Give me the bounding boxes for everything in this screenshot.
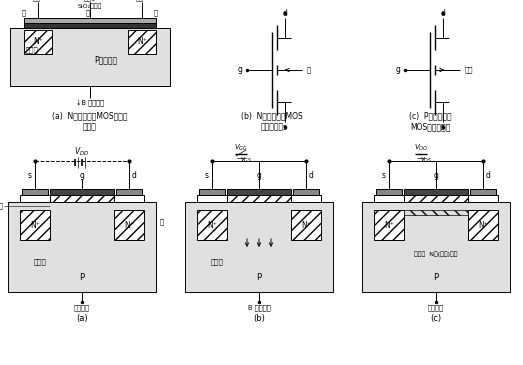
Text: (b)  N沟道增强型MOS: (b) N沟道增强型MOS — [241, 111, 303, 120]
Bar — [227, 195, 291, 202]
Text: g: g — [79, 170, 84, 180]
Bar — [24, 23, 156, 28]
Bar — [404, 210, 468, 215]
Bar — [116, 189, 142, 195]
Text: 铝: 铝 — [22, 9, 26, 16]
Text: s: s — [283, 123, 287, 131]
Bar — [199, 189, 225, 195]
Text: (b): (b) — [253, 314, 265, 323]
Text: (c): (c) — [430, 314, 441, 323]
Bar — [374, 210, 404, 240]
Bar — [22, 189, 48, 195]
Text: P: P — [434, 273, 439, 281]
Text: 耗尽层: 耗尽层 — [211, 259, 223, 265]
Text: d: d — [132, 170, 137, 180]
Text: 衬: 衬 — [307, 67, 311, 73]
Bar — [128, 30, 156, 54]
Bar — [50, 195, 114, 202]
Text: 二氧化硅: 二氧化硅 — [0, 203, 4, 209]
Text: ↓B 衬底引线: ↓B 衬底引线 — [76, 100, 104, 106]
Bar — [185, 202, 333, 292]
Text: 示意图: 示意图 — [83, 123, 97, 131]
Text: 耗尽层: 耗尽层 — [33, 259, 47, 265]
Bar — [227, 189, 291, 195]
Bar — [404, 189, 468, 195]
Text: d: d — [282, 8, 288, 18]
Text: P: P — [79, 273, 85, 281]
Bar — [114, 210, 144, 240]
Text: N⁺: N⁺ — [30, 220, 40, 230]
Text: B 衬底引线: B 衬底引线 — [248, 305, 270, 311]
Text: 栅极g: 栅极g — [84, 0, 96, 1]
Text: g: g — [257, 170, 262, 180]
Text: N⁺: N⁺ — [384, 220, 394, 230]
Bar — [10, 28, 170, 86]
Text: (a): (a) — [76, 314, 88, 323]
Text: 铝: 铝 — [86, 9, 90, 16]
Text: N⁺: N⁺ — [124, 220, 134, 230]
Text: d: d — [486, 170, 491, 180]
Bar — [50, 189, 114, 195]
Bar — [20, 210, 50, 240]
Text: N⁺: N⁺ — [478, 220, 488, 230]
Text: 漏极d: 漏极d — [136, 0, 148, 1]
Text: s: s — [28, 170, 32, 180]
Bar — [114, 195, 144, 202]
Text: N⁺: N⁺ — [301, 220, 311, 230]
Bar — [20, 195, 50, 202]
Text: d: d — [309, 170, 314, 180]
Text: SiO₂绝缘层: SiO₂绝缘层 — [78, 3, 102, 9]
Text: N⁺: N⁺ — [207, 220, 217, 230]
Text: d: d — [440, 8, 446, 18]
Bar — [24, 30, 52, 54]
Text: g: g — [434, 170, 438, 180]
Bar — [291, 210, 321, 240]
Bar — [404, 195, 468, 202]
Bar — [8, 202, 156, 292]
Bar — [197, 195, 227, 202]
Text: (a)  N沟道增强型MOS管结构: (a) N沟道增强型MOS管结构 — [52, 111, 128, 120]
Text: g: g — [395, 65, 400, 74]
Text: 耗尽层  N型(感生)沟道: 耗尽层 N型(感生)沟道 — [414, 251, 458, 257]
Text: $V_{GG}$: $V_{GG}$ — [234, 143, 248, 153]
Text: 源极s: 源极s — [32, 0, 44, 1]
Bar — [376, 189, 402, 195]
Bar — [362, 202, 510, 292]
Text: $V_{OO}$: $V_{OO}$ — [414, 143, 428, 153]
Text: N⁺: N⁺ — [137, 38, 147, 46]
Bar — [468, 195, 498, 202]
Text: 衬底: 衬底 — [465, 67, 473, 73]
Text: P型硅衬底: P型硅衬底 — [95, 55, 118, 64]
Bar — [468, 210, 498, 240]
Text: N⁺: N⁺ — [33, 38, 43, 46]
Bar — [197, 210, 227, 240]
Text: s: s — [441, 123, 445, 131]
Text: P: P — [256, 273, 262, 281]
Text: s: s — [382, 170, 386, 180]
Bar — [293, 189, 319, 195]
Text: s: s — [205, 170, 209, 180]
Bar — [374, 195, 404, 202]
Bar — [291, 195, 321, 202]
Text: 管代表符号: 管代表符号 — [260, 123, 283, 131]
Bar — [470, 189, 496, 195]
Text: 耗尽层: 耗尽层 — [26, 47, 38, 53]
Text: MOS管代表符号: MOS管代表符号 — [410, 123, 450, 131]
Text: g: g — [237, 65, 242, 74]
Text: $v_{GS}$: $v_{GS}$ — [240, 155, 252, 165]
Text: 铝: 铝 — [154, 9, 158, 16]
Text: $v_{OS}$: $v_{OS}$ — [420, 155, 432, 165]
Text: (c)  P沟道增强型: (c) P沟道增强型 — [408, 111, 451, 120]
Text: 衬底引线: 衬底引线 — [74, 305, 90, 311]
Text: 铝: 铝 — [160, 219, 164, 225]
Text: $V_{DD}$: $V_{DD}$ — [74, 146, 89, 158]
Text: 衬底引线: 衬底引线 — [428, 305, 444, 311]
Bar — [24, 18, 156, 23]
